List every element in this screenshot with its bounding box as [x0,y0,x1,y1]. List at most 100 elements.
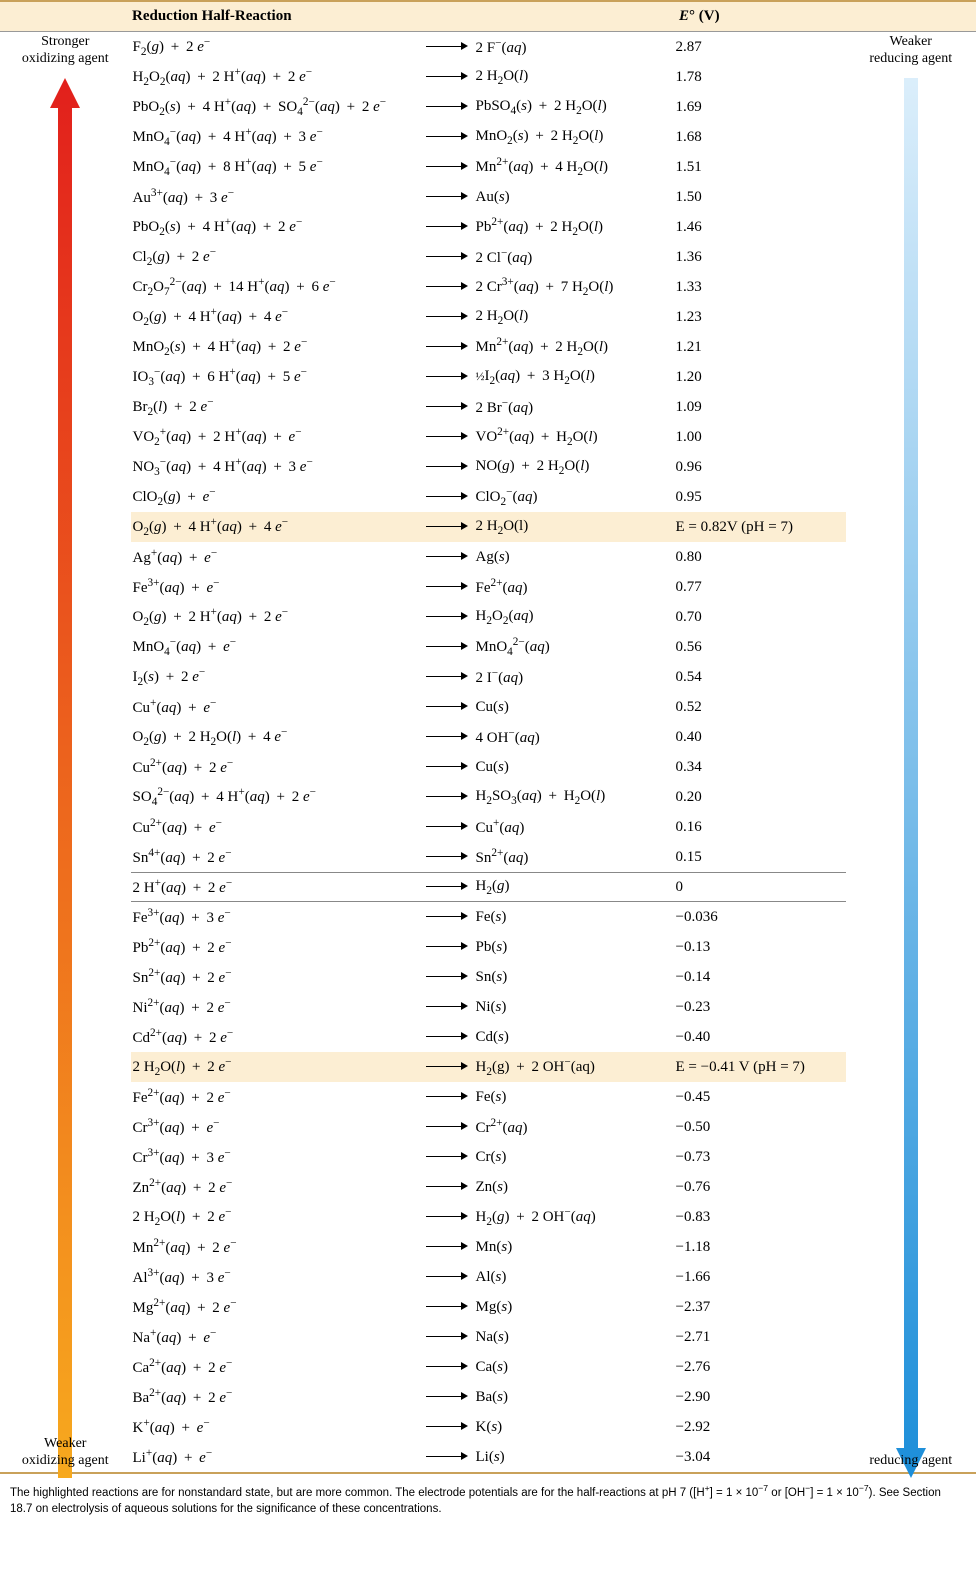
potential-value: −3.04 [676,1449,846,1466]
reaction-lhs: Zn2+(aq) + 2 e− [131,1177,426,1197]
reaction-arrow-icon [426,309,476,326]
potential-value: 0.16 [676,819,846,836]
table-row: Cd2+(aq) + 2 e−Cd(s)−0.40 [131,1022,846,1052]
potential-value: −0.76 [676,1179,846,1196]
potential-value: 1.50 [676,189,846,206]
reaction-lhs: H2O2(aq) + 2 H+(aq) + 2 e− [131,66,426,88]
potential-value: 0.80 [676,549,846,566]
table-row: MnO4−(aq) + e−MnO42−(aq)0.56 [131,632,846,662]
potential-value: −0.50 [676,1119,846,1136]
table-row: Mg2+(aq) + 2 e−Mg(s)−2.37 [131,1292,846,1322]
table-row: K+(aq) + e−K(s)−2.92 [131,1412,846,1442]
table-row: MnO2(s) + 4 H+(aq) + 2 e−Mn2+(aq) + 2 H2… [131,332,846,362]
reaction-arrow-icon [426,429,476,446]
reaction-rhs: Cu(s) [476,699,676,716]
oxidizing-arrow-icon [50,78,80,1478]
reaction-rhs: 2 Br−(aq) [476,397,676,417]
reaction-rhs: Mn2+(aq) + 4 H2O(l) [476,156,676,178]
reaction-rhs: Fe(s) [476,909,676,926]
reaction-arrow-icon [426,339,476,356]
table-row: MnO4−(aq) + 4 H+(aq) + 3 e−MnO2(s) + 2 H… [131,122,846,152]
potential-value: 1.21 [676,339,846,356]
table-row: Br2(l) + 2 e−2 Br−(aq)1.09 [131,392,846,422]
reaction-lhs: Ni2+(aq) + 2 e− [131,997,426,1017]
reaction-lhs: I2(s) + 2 e− [131,666,426,688]
reaction-rhs: Li(s) [476,1449,676,1466]
table-row: Fe2+(aq) + 2 e−Fe(s)−0.45 [131,1082,846,1112]
reaction-lhs: 2 H2O(l) + 2 e− [131,1206,426,1228]
table-row: Sn2+(aq) + 2 e−Sn(s)−0.14 [131,962,846,992]
reaction-rhs: Sn2+(aq) [476,847,676,867]
reaction-lhs: MnO4−(aq) + 8 H+(aq) + 5 e− [131,156,426,178]
reaction-lhs: MnO2(s) + 4 H+(aq) + 2 e− [131,336,426,358]
reaction-lhs: Fe3+(aq) + 3 e− [131,907,426,927]
potential-value: 1.00 [676,429,846,446]
potential-value: 2.87 [676,39,846,56]
reaction-rhs: Mn(s) [476,1239,676,1256]
potential-value: 0.40 [676,729,846,746]
reaction-rhs: Al(s) [476,1269,676,1286]
reaction-rhs: 2 Cr3+(aq) + 7 H2O(l) [476,276,676,298]
reaction-arrow-icon [426,69,476,86]
reaction-lhs: IO3−(aq) + 6 H+(aq) + 5 e− [131,366,426,388]
potential-value: 0.56 [676,639,846,656]
reaction-arrow-icon [426,459,476,476]
reaction-lhs: Sn2+(aq) + 2 e− [131,967,426,987]
potential-value: 1.78 [676,69,846,86]
reaction-lhs: Na+(aq) + e− [131,1327,426,1347]
left-arrow-column: Stronger oxidizing agent Weaker oxidizin… [0,32,131,1472]
reaction-arrow-icon [426,1029,476,1046]
reaction-lhs: Li+(aq) + e− [131,1447,426,1467]
potential-value: −2.76 [676,1359,846,1376]
table-row: O2(g) + 2 H2O(l) + 4 e−4 OH−(aq)0.40 [131,722,846,752]
table-row: O2(g) + 2 H+(aq) + 2 e−H2O2(aq)0.70 [131,602,846,632]
reaction-lhs: Cu+(aq) + e− [131,697,426,717]
potential-value: 1.36 [676,249,846,266]
table-row: Cu2+(aq) + e−Cu+(aq)0.16 [131,812,846,842]
reaction-lhs: O2(g) + 4 H+(aq) + 4 e− [131,516,426,538]
reaction-rhs: Cr2+(aq) [476,1117,676,1137]
potential-value: −0.14 [676,969,846,986]
reaction-arrow-icon [426,129,476,146]
reaction-rhs: ClO2−(aq) [476,486,676,508]
potential-value: −0.13 [676,939,846,956]
reaction-arrow-icon [426,1449,476,1466]
potential-value: −2.71 [676,1329,846,1346]
potential-value: 1.69 [676,99,846,116]
potential-value: −0.036 [676,909,846,926]
reaction-rhs: MnO42−(aq) [476,636,676,658]
reaction-lhs: Al3+(aq) + 3 e− [131,1267,426,1287]
potential-value: 1.68 [676,129,846,146]
table-row: Ag+(aq) + e−Ag(s)0.80 [131,542,846,572]
reaction-rhs: H2(g) + 2 OH−(aq) [476,1206,676,1228]
table-row: VO2+(aq) + 2 H+(aq) + e−VO2+(aq) + H2O(l… [131,422,846,452]
reaction-lhs: Cu2+(aq) + e− [131,817,426,837]
potential-value: 1.09 [676,399,846,416]
reaction-rhs: Cu(s) [476,759,676,776]
table-row: H2O2(aq) + 2 H+(aq) + 2 e−2 H2O(l)1.78 [131,62,846,92]
potential-value: 1.46 [676,219,846,236]
potential-value: −0.83 [676,1209,846,1226]
reaction-arrow-icon [426,1359,476,1376]
reaction-rhs: Cd(s) [476,1029,676,1046]
potential-value: −2.90 [676,1389,846,1406]
table-row: 2 H+(aq) + 2 e−H2(g) 0 [131,872,846,902]
reaction-rhs: NO(g) + 2 H2O(l) [476,458,676,477]
reaction-arrow-icon [426,1059,476,1076]
reaction-rhs: 2 F−(aq) [476,37,676,57]
right-bottom-label: reducing agent [846,1453,976,1470]
reaction-arrow-icon [426,549,476,566]
reaction-arrow-icon [426,759,476,776]
table-row: Li+(aq) + e− Li(s)−3.04 [131,1442,846,1472]
potential-value: −2.37 [676,1299,846,1316]
reaction-lhs: Mg2+(aq) + 2 e− [131,1297,426,1317]
potential-value: −1.66 [676,1269,846,1286]
reaction-rhs: 2 H2O(l) [476,308,676,327]
table-row: O2(g) + 4 H+(aq) + 4 e−2 H2O(l)1.23 [131,302,846,332]
reaction-lhs: K+(aq) + e− [131,1417,426,1437]
reaction-lhs: Ag+(aq) + e− [131,547,426,567]
reaction-lhs: F2(g) + 2 e− [131,36,426,58]
reaction-lhs: Cd2+(aq) + 2 e− [131,1027,426,1047]
potential-value: −0.73 [676,1149,846,1166]
table-row: PbO2(s) + 4 H+(aq) + SO42−(aq) + 2 e−PbS… [131,92,846,122]
